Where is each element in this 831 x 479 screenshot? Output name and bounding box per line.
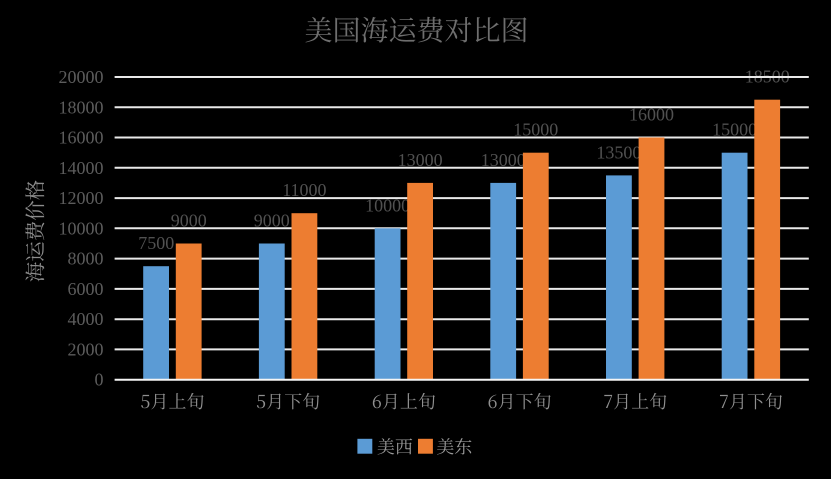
svg-text:15000: 15000 [513, 120, 558, 140]
svg-text:13500: 13500 [596, 142, 641, 162]
svg-text:0: 0 [95, 370, 104, 390]
svg-text:7500: 7500 [138, 233, 174, 253]
svg-text:15000: 15000 [712, 120, 757, 140]
svg-text:14000: 14000 [59, 158, 104, 178]
svg-text:4000: 4000 [68, 309, 104, 329]
svg-text:12000: 12000 [59, 188, 104, 208]
svg-text:6000: 6000 [68, 279, 104, 299]
svg-text:2000: 2000 [68, 339, 104, 359]
svg-text:16000: 16000 [59, 128, 104, 148]
svg-text:16000: 16000 [629, 105, 674, 125]
svg-text:8000: 8000 [68, 249, 104, 269]
svg-text:9000: 9000 [254, 211, 290, 231]
svg-text:20000: 20000 [59, 67, 104, 87]
svg-text:10000: 10000 [365, 195, 410, 215]
svg-text:13000: 13000 [398, 150, 443, 170]
svg-text:18000: 18000 [59, 97, 104, 117]
svg-text:9000: 9000 [171, 211, 207, 231]
svg-text:13000: 13000 [481, 150, 526, 170]
svg-text:10000: 10000 [59, 218, 104, 238]
svg-text:11000: 11000 [282, 180, 326, 200]
